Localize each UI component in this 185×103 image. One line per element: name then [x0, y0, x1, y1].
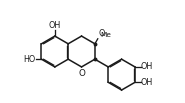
Text: HO: HO — [23, 55, 36, 64]
Text: Me: Me — [100, 32, 111, 38]
Text: O: O — [78, 69, 85, 78]
Text: OH: OH — [49, 21, 61, 30]
Text: O: O — [98, 29, 105, 38]
Text: OH: OH — [141, 78, 153, 87]
Text: OH: OH — [141, 62, 153, 71]
